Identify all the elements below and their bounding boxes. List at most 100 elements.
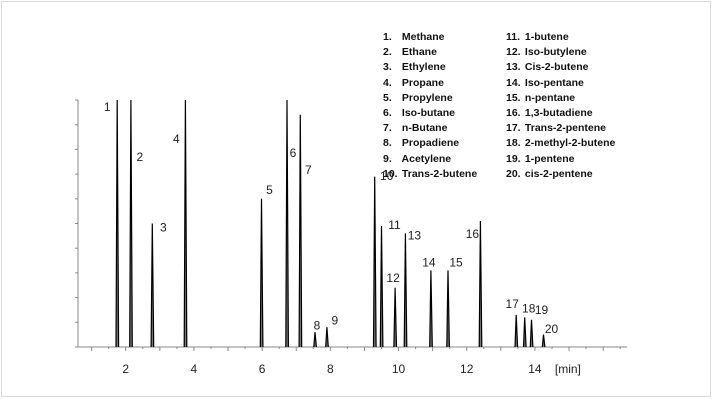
peak-14: [429, 270, 433, 348]
peak-4: [183, 99, 188, 348]
peak-label-8: 8: [314, 318, 321, 332]
peak-label-15: 15: [449, 256, 463, 270]
legend-entry: 16. 1,3-butadiene: [506, 106, 615, 121]
peak-label-12: 12: [386, 271, 400, 285]
peak-16: [478, 220, 483, 348]
peak-18: [522, 317, 527, 348]
legend-number: 4.: [383, 76, 392, 89]
legend-entry: 7. n-Butane: [383, 121, 477, 136]
peak-label-20: 20: [545, 322, 559, 336]
legend-compound: n-Butane: [401, 122, 448, 135]
legend-compound: cis-2-pentene: [524, 167, 593, 180]
peak-label-17: 17: [506, 297, 520, 311]
peak-label-10: 10: [380, 169, 394, 183]
legend-number: 5.: [383, 91, 392, 104]
x-tick-label: 12: [460, 362, 474, 376]
peak-12: [393, 287, 398, 348]
peak-19: [529, 319, 534, 348]
peak-7: [298, 114, 303, 348]
peak-label-6: 6: [290, 146, 297, 160]
legend-compound: Acetylene: [401, 152, 452, 165]
peak-label-18: 18: [522, 302, 536, 316]
legend-number: 11.: [506, 31, 521, 43]
legend-compound: Trans-2-butene: [401, 167, 478, 180]
peak-13: [403, 233, 408, 348]
peak-label-1: 1: [104, 100, 111, 114]
peak-6: [285, 99, 289, 348]
legend-compound: 1,3-butadiene: [524, 107, 593, 120]
legend-entry: 11. 1-butene: [506, 30, 615, 45]
legend-entry: 19. 1-pentene: [506, 152, 615, 167]
peak-1: [115, 99, 120, 348]
legend-entry: 20. cis-2-pentene: [506, 167, 615, 182]
peak-label-9: 9: [332, 313, 339, 327]
peak-label-14: 14: [422, 256, 436, 270]
peak-8: [313, 332, 317, 348]
legend-compound: Iso-butylene: [524, 46, 587, 59]
legend-entry: 9. Acetylene: [383, 152, 477, 167]
legend-compound: 1-butene: [524, 31, 569, 43]
chromatogram-trace: [115, 99, 546, 348]
legend-compound: Ethylene: [401, 61, 446, 74]
legend-compound: Propane: [401, 76, 444, 89]
legend-number: 6.: [383, 107, 392, 120]
peak-17: [514, 314, 519, 348]
legend-number: 16.: [506, 107, 521, 120]
axes: [75, 99, 627, 351]
legend-number: 7.: [383, 122, 392, 135]
legend-number: 15.: [506, 91, 521, 104]
legend-compound: Propylene: [401, 91, 453, 104]
legend-entry: 2. Ethane: [383, 45, 477, 60]
peak-label-7: 7: [305, 163, 312, 177]
peak-label-11: 11: [388, 218, 401, 232]
legend-number: 19.: [506, 152, 521, 165]
peak-label-13: 13: [408, 229, 422, 243]
legend-compound: Propadiene: [401, 137, 460, 150]
legend-compound: Iso-butane: [401, 107, 456, 120]
legend-compound: 2-methyl-2-butene: [524, 137, 616, 150]
legend-entry: 17. Trans-2-pentene: [506, 121, 615, 136]
peak-label-3: 3: [160, 221, 167, 235]
peak-label-4: 4: [173, 132, 180, 146]
legend-number: 13.: [506, 61, 521, 74]
x-tick-label: 2: [122, 362, 129, 376]
legend-entry: 13. Cis-2-butene: [506, 60, 615, 75]
legend-number: 18.: [506, 137, 521, 150]
legend-compound: Ethane: [401, 46, 437, 59]
legend-number: 10.: [383, 167, 398, 180]
legend-compound: 1-pentene: [524, 152, 575, 165]
legend-number: 17.: [506, 122, 521, 135]
legend-compound: Cis-2-butene: [524, 61, 589, 74]
legend-entry: 15. n-pentane: [506, 91, 615, 106]
legend-number: 8.: [383, 137, 392, 150]
peak-label-2: 2: [137, 150, 144, 164]
legend-entry: 5. Propylene: [383, 91, 477, 106]
x-tick-label: 14: [528, 362, 542, 376]
peak-15: [446, 270, 450, 348]
legend-entry: 8. Propadiene: [383, 136, 477, 151]
x-tick-label: 10: [392, 362, 406, 376]
x-tick-label: 8: [327, 362, 334, 376]
x-tick-label: 6: [259, 362, 266, 376]
legend-compound: n-pentane: [524, 91, 576, 104]
peak-20: [541, 334, 546, 348]
legend-entry: 6. Iso-butane: [383, 106, 477, 121]
legend-compound: Trans-2-pentene: [524, 122, 607, 135]
peak-label-16: 16: [466, 227, 480, 241]
legend-number: 9.: [383, 152, 392, 165]
x-tick-labels: 2 4 6 8 10 12 14 [min]: [122, 362, 581, 376]
peak-11: [379, 225, 384, 348]
legend-number: 12.: [506, 46, 521, 59]
legend-entry: 4. Propane: [383, 76, 477, 91]
peak-3: [150, 223, 155, 348]
legend-entry: 3. Ethylene: [383, 60, 477, 75]
legend-number: 1.: [383, 31, 392, 43]
legend-entry: 10. Trans-2-butene: [383, 167, 477, 182]
peak-2: [129, 99, 133, 348]
x-axis-label: [min]: [555, 362, 581, 376]
peak-9: [325, 327, 329, 348]
legend-entry: 14. Iso-pentane: [506, 76, 615, 91]
